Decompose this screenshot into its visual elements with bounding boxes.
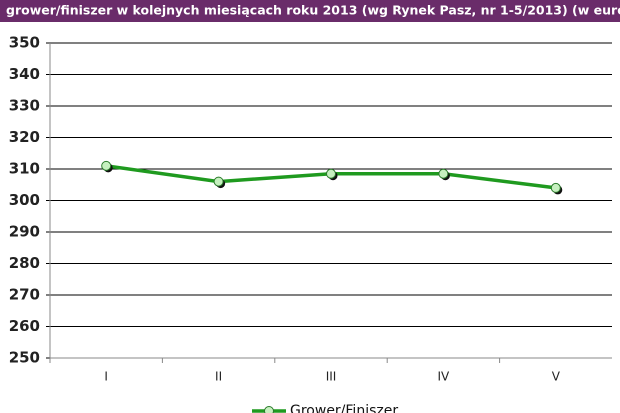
legend-marker <box>264 406 274 413</box>
marker <box>438 168 449 179</box>
x-tick-label: I <box>104 370 108 384</box>
y-tick-label: 280 <box>9 254 40 272</box>
y-tick-label: 350 <box>9 34 40 52</box>
y-tick-label: 330 <box>9 97 40 115</box>
y-tick-label: 310 <box>9 160 40 178</box>
y-tick-label: 320 <box>9 128 40 146</box>
title-bar <box>0 0 620 22</box>
x-tick-label: V <box>552 370 561 384</box>
legend-label: Grower/Finiszer <box>290 403 398 413</box>
y-tick-label: 260 <box>9 317 40 335</box>
y-tick-label: 250 <box>9 349 40 367</box>
marker <box>550 182 561 193</box>
marker <box>101 160 112 171</box>
marker <box>213 176 224 187</box>
y-tick-label: 290 <box>9 223 40 241</box>
x-tick-label: III <box>326 370 337 384</box>
y-tick-label: 270 <box>9 286 40 304</box>
y-tick-label: 300 <box>9 191 40 209</box>
x-tick-label: II <box>215 370 222 384</box>
marker <box>326 168 336 179</box>
y-tick-label: 340 <box>9 65 40 83</box>
chart-title: grower/finiszer w kolejnych miesiącach r… <box>6 3 620 18</box>
x-tick-label: IV <box>438 370 451 384</box>
